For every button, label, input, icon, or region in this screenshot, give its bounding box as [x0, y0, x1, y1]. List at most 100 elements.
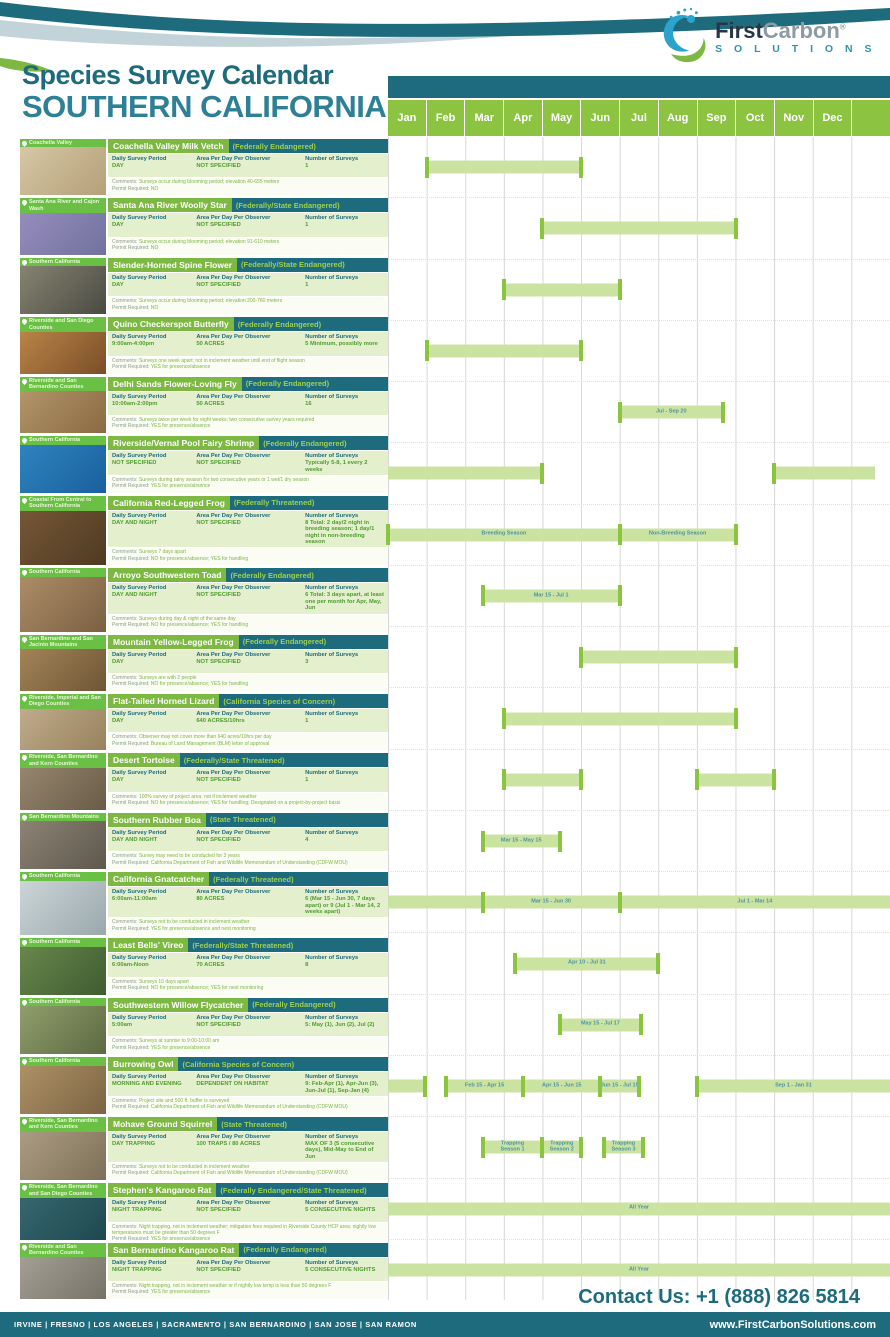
- survey-period-bar: Mar 15 - Jun 30: [480, 891, 622, 913]
- species-location-label: Santa Ana River and Cajon Wash: [29, 199, 100, 212]
- species-status: (Federally Endangered): [230, 570, 314, 580]
- species-photo: Southern California: [20, 568, 106, 632]
- daily-survey-period-label: Daily Survey Period: [112, 889, 167, 896]
- species-details: Daily Survey Period DAY AND NIGHT Area P…: [108, 510, 388, 548]
- comments-label: Comments:: [112, 1164, 138, 1171]
- permit-label: Permit Required:: [112, 1289, 150, 1296]
- species-details: Daily Survey Period DAY AND NIGHT Area P…: [108, 583, 388, 614]
- bar-start-cap: [424, 156, 429, 178]
- bar-label: Trapping Season 3: [611, 1140, 636, 1153]
- species-row: Riverside and San Diego Counties Quino C…: [20, 315, 388, 374]
- area-per-day-label: Area Per Day Per Observer: [196, 393, 271, 400]
- month-header-cell: Aug: [658, 100, 697, 136]
- species-notes: Comments: Surveys occur during blooming …: [108, 178, 388, 196]
- daily-survey-period-label: Daily Survey Period: [112, 1134, 167, 1141]
- species-photo: Southern California: [20, 997, 106, 1055]
- survey-period-bar: [388, 895, 483, 909]
- bar-end-cap: [772, 769, 777, 791]
- permit-text: California Department of Fish and Wildli…: [150, 859, 348, 866]
- area-per-day-value: NOT SPECIFIED: [196, 460, 241, 467]
- daily-survey-period-value: DAY TRAPPING: [112, 1141, 156, 1148]
- calendar-row: Mar 15 - Jun 30 Jul 1 - Mar 14: [388, 872, 890, 934]
- survey-period-bar: May 15 - Jul 17: [557, 1014, 643, 1036]
- species-name: Southern Rubber Boa: [108, 812, 206, 827]
- permit-text: YES for presence/absence: [150, 483, 211, 490]
- comments-line: Comments: 100% survey of project area; n…: [112, 794, 384, 800]
- location-pin-icon: [20, 199, 29, 207]
- permit-line: Permit Required: California Department o…: [112, 1104, 384, 1110]
- species-status: (Federally/State Endangered): [235, 200, 340, 210]
- species-location-badge: Riverside, San Bernardino and Kern Count…: [20, 1117, 106, 1132]
- species-status: (Federally Endangered): [245, 379, 330, 389]
- title-line2: SOUTHERN CALIFORNIA: [22, 89, 387, 124]
- num-surveys-value: 1: [305, 222, 309, 229]
- species-location-label: Southern California: [29, 1058, 81, 1065]
- species-details: Daily Survey Period DAY Area Per Day Per…: [108, 272, 388, 297]
- permit-line: Permit Required: YES for presence/absenc…: [112, 1045, 384, 1051]
- permit-text: NO for presence/absence; YES for handlin…: [150, 555, 249, 562]
- daily-survey-period-label: Daily Survey Period: [112, 274, 167, 281]
- area-per-day-label: Area Per Day Per Observer: [196, 1074, 271, 1081]
- daily-survey-period-value: NOT SPECIFIED: [112, 460, 157, 467]
- permit-text: NO for presence/absence; YES for nest mo…: [150, 985, 264, 992]
- permit-line: Permit Required: NO: [112, 305, 384, 311]
- daily-survey-period-label: Daily Survey Period: [112, 1014, 167, 1021]
- daily-survey-period-value: DAY: [112, 163, 124, 169]
- area-per-day-value: 50 ACRES: [196, 400, 225, 407]
- species-location-badge: San Bernardino and San Jacinto Mountains: [20, 634, 106, 650]
- permit-label: Permit Required:: [112, 245, 150, 252]
- bar-label: May 15 - Jul 17: [580, 1020, 620, 1027]
- species-header: Santa Ana River Woolly Star (Federally/S…: [108, 198, 388, 213]
- species-details: Daily Survey Period 6:00am-11:00am Area …: [108, 887, 388, 918]
- comments-line: Comments: Survey may need to be conducte…: [112, 853, 384, 859]
- species-header: Stephen's Kangaroo Rat (Federally Endang…: [108, 1183, 388, 1198]
- species-photo: Southern California: [20, 872, 106, 936]
- permit-line: Permit Required: Bureau of Land Manageme…: [112, 741, 384, 747]
- location-pin-icon: [20, 1184, 29, 1192]
- location-pin-icon: [20, 496, 29, 504]
- species-row: San Bernardino Mountains Southern Rubber…: [20, 811, 388, 870]
- permit-label: Permit Required:: [112, 1104, 150, 1111]
- calendar-row: [388, 750, 890, 811]
- calendar-row: Feb 15 - Apr 15 Apr 15 - Jun 15 Jun 15 - J…: [388, 1056, 890, 1118]
- num-surveys-value: 16: [305, 400, 312, 407]
- num-surveys-label: Number of Surveys: [305, 829, 359, 836]
- species-status: (State Threatened): [209, 815, 276, 825]
- location-pin-icon: [20, 1118, 29, 1126]
- comments-line: Comments: Surveys twice per week for eig…: [112, 417, 384, 423]
- survey-period-bar: Feb 15 - Apr 15: [443, 1075, 526, 1097]
- species-panel: Mountain Yellow-Legged Frog (Federally E…: [108, 634, 388, 691]
- species-location-badge: Riverside and San Bernardino Counties: [20, 376, 106, 392]
- species-row: Riverside, San Bernardino and San Diego …: [20, 1181, 388, 1240]
- species-photo: Southern California: [20, 1057, 106, 1115]
- species-name: California Red-Legged Frog: [108, 495, 230, 510]
- area-per-day-label: Area Per Day Per Observer: [196, 585, 271, 592]
- species-photo: Riverside, San Bernardino and Kern Count…: [20, 1117, 106, 1181]
- species-photo: Southern California: [20, 938, 106, 995]
- species-status: (Federally Threatened): [213, 874, 294, 884]
- daily-survey-period-label: Daily Survey Period: [112, 1259, 167, 1266]
- permit-text: NO: [150, 245, 159, 252]
- species-location-label: San Bernardino and San Jacinto Mountains: [29, 635, 93, 648]
- survey-period-bar: [388, 462, 545, 484]
- species-details: Daily Survey Period DAY TRAPPING Area Pe…: [108, 1132, 388, 1163]
- month-header-cell: Dec: [813, 100, 852, 136]
- species-location-label: Southern California: [29, 437, 81, 444]
- permit-line: Permit Required: YES for presence/absenc…: [112, 364, 384, 370]
- species-location-label: Riverside, Imperial and San Diego Counti…: [29, 695, 101, 708]
- calendar-row: [388, 688, 890, 750]
- num-surveys-label: Number of Surveys: [305, 1259, 359, 1266]
- num-surveys-value: 1: [305, 718, 309, 724]
- permit-line: Permit Required: NO for presence/absence…: [112, 622, 384, 628]
- bar-label: Jul 1 - Mar 14: [737, 898, 773, 905]
- calendar-row: [388, 137, 890, 199]
- calendar-row: Breeding Season Non-Breeding Season: [386, 505, 890, 566]
- area-per-day-label: Area Per Day Per Observer: [196, 1134, 271, 1141]
- month-header-cell: Nov: [774, 100, 813, 136]
- firstcarbon-figure-icon: [663, 7, 706, 63]
- bar-start-cap: [598, 1075, 603, 1097]
- bar-end-cap: [617, 279, 622, 301]
- species-name: Desert Tortoise: [108, 753, 180, 768]
- permit-line: Permit Required: YES for presence/absenc…: [112, 1236, 384, 1240]
- comments-label: Comments:: [112, 357, 138, 364]
